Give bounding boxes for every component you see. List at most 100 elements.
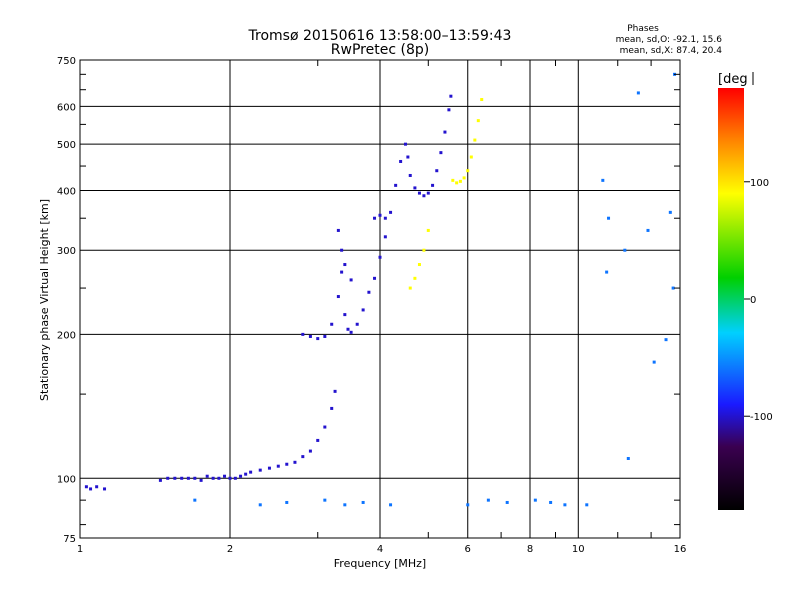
data-points xyxy=(84,72,677,507)
x-tick-label: 1 xyxy=(77,544,83,555)
data-point xyxy=(549,500,553,504)
data-point xyxy=(394,183,398,187)
data-point xyxy=(458,179,462,183)
data-point xyxy=(422,248,426,252)
chart-subtitle: RwPretec (8p) xyxy=(331,42,429,58)
data-point xyxy=(585,503,589,507)
data-point xyxy=(361,308,365,312)
y-tick-label: 500 xyxy=(57,140,76,151)
y-tick-label: 750 xyxy=(57,56,76,67)
legend-line-x: mean, sd,X: 87.4, 20.4 xyxy=(620,46,723,56)
data-point xyxy=(349,330,353,334)
data-point xyxy=(346,327,350,331)
data-point xyxy=(422,194,426,198)
data-point xyxy=(285,462,289,466)
data-point xyxy=(336,228,340,232)
data-point xyxy=(95,485,99,489)
x-tick-label: 16 xyxy=(674,544,687,555)
data-point xyxy=(664,338,668,342)
data-point xyxy=(466,169,470,173)
data-point xyxy=(399,159,403,163)
data-point xyxy=(607,216,611,220)
data-point xyxy=(249,470,253,474)
data-point xyxy=(462,176,466,180)
legend-title: Phases xyxy=(627,24,659,34)
data-point xyxy=(389,503,393,507)
data-point xyxy=(316,438,320,442)
grid-lines xyxy=(80,60,680,538)
data-point xyxy=(451,178,455,182)
y-tick-label: 75 xyxy=(63,534,76,545)
data-point xyxy=(406,155,410,159)
data-point xyxy=(343,313,347,317)
data-point xyxy=(336,295,340,299)
x-tick-label: 10 xyxy=(572,544,585,555)
data-point xyxy=(533,498,537,502)
data-point xyxy=(244,472,248,476)
data-point xyxy=(413,186,417,190)
data-point xyxy=(373,276,377,280)
data-point xyxy=(173,476,177,480)
data-point xyxy=(333,389,337,393)
x-tick-label: 6 xyxy=(465,544,471,555)
data-point xyxy=(228,476,232,480)
data-point xyxy=(408,286,412,290)
y-tick-label: 400 xyxy=(57,186,76,197)
data-point xyxy=(431,183,435,187)
data-point xyxy=(323,334,327,338)
data-point xyxy=(439,151,443,155)
data-point xyxy=(355,322,359,326)
x-axis-label: Frequency [MHz] xyxy=(334,557,426,570)
data-point xyxy=(276,464,280,468)
x-axis-ticks: 1 2 4 6 8 10 16 xyxy=(77,60,687,555)
x-tick-label: 2 xyxy=(227,544,233,555)
data-point xyxy=(343,503,347,507)
data-point xyxy=(316,337,320,341)
data-point xyxy=(389,210,393,214)
data-point xyxy=(403,142,407,146)
data-point xyxy=(180,476,184,480)
y-tick-label: 200 xyxy=(57,330,76,341)
data-point xyxy=(166,476,170,480)
data-point xyxy=(626,456,630,460)
y-tick-label: 300 xyxy=(57,246,76,257)
colorbar-tick-label: 0 xyxy=(750,295,756,306)
data-point xyxy=(308,334,312,338)
y-tick-label: 100 xyxy=(57,474,76,485)
colorbar xyxy=(718,88,744,510)
y-axis-label: Stationary phase Virtual Height [km] xyxy=(38,199,51,401)
data-point xyxy=(330,406,334,410)
data-point xyxy=(447,108,451,112)
data-point xyxy=(361,500,365,504)
data-point xyxy=(285,500,289,504)
data-point xyxy=(193,498,197,502)
data-point xyxy=(323,425,327,429)
data-point xyxy=(349,278,353,282)
data-point xyxy=(601,178,605,182)
y-axis-ticks: 75 100 200 300 400 500 600 750 xyxy=(57,56,680,545)
data-point xyxy=(435,169,439,173)
data-point xyxy=(469,155,473,159)
data-point xyxy=(426,228,430,232)
x-tick-label: 4 xyxy=(377,544,383,555)
data-point xyxy=(267,466,271,470)
data-point xyxy=(476,119,480,123)
data-point xyxy=(343,263,347,267)
data-point xyxy=(449,94,453,98)
data-point xyxy=(330,322,334,326)
data-point xyxy=(340,270,344,274)
data-point xyxy=(668,210,672,214)
data-point xyxy=(466,503,470,507)
data-point xyxy=(623,248,627,252)
colorbar-tick-label: 100 xyxy=(750,178,769,189)
data-point xyxy=(211,476,215,480)
data-point xyxy=(486,498,490,502)
data-point xyxy=(671,286,675,290)
data-point xyxy=(417,191,421,195)
data-point xyxy=(563,503,567,507)
data-point xyxy=(258,503,262,507)
data-point xyxy=(217,476,221,480)
data-point xyxy=(426,191,430,195)
data-point xyxy=(646,228,650,232)
